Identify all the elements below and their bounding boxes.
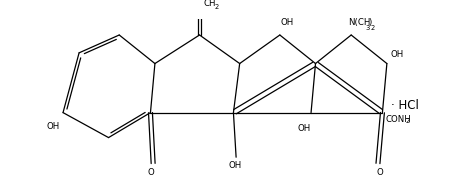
Text: OH: OH <box>298 124 311 133</box>
Text: OH: OH <box>228 161 242 170</box>
Text: 3: 3 <box>365 25 369 31</box>
Text: O: O <box>376 168 383 177</box>
Text: OH: OH <box>281 18 294 27</box>
Text: · HCl: · HCl <box>392 99 419 112</box>
Text: OH: OH <box>391 50 404 59</box>
Text: O: O <box>148 168 155 177</box>
Text: 2: 2 <box>370 25 374 31</box>
Text: N(CH: N(CH <box>347 18 370 27</box>
Text: CONH: CONH <box>386 115 412 124</box>
Text: OH: OH <box>46 122 59 130</box>
Text: ): ) <box>369 18 372 27</box>
Text: 2: 2 <box>405 118 410 124</box>
Text: CH: CH <box>204 0 217 8</box>
Text: 2: 2 <box>214 4 219 10</box>
